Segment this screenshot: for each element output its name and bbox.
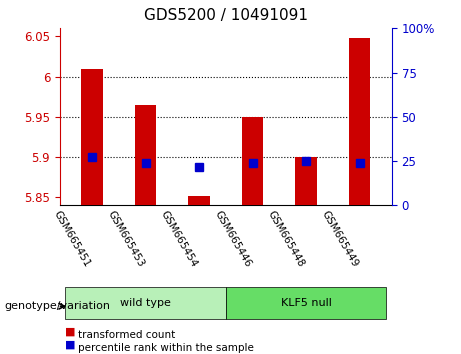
Text: GSM665454: GSM665454 — [159, 209, 199, 269]
Text: transformed count: transformed count — [78, 330, 176, 339]
Text: percentile rank within the sample: percentile rank within the sample — [78, 343, 254, 353]
Bar — [81, 69, 103, 205]
Text: wild type: wild type — [120, 298, 171, 308]
Title: GDS5200 / 10491091: GDS5200 / 10491091 — [144, 8, 308, 23]
Text: genotype/variation: genotype/variation — [5, 301, 111, 311]
Bar — [135, 105, 156, 205]
Text: ■: ■ — [65, 339, 75, 350]
Text: GSM665448: GSM665448 — [266, 209, 306, 269]
Bar — [189, 196, 210, 205]
Bar — [242, 117, 263, 205]
Bar — [296, 157, 317, 205]
Text: GSM665446: GSM665446 — [213, 209, 253, 269]
FancyBboxPatch shape — [226, 287, 386, 319]
Text: ■: ■ — [65, 326, 75, 337]
Bar — [349, 38, 371, 205]
FancyBboxPatch shape — [65, 287, 226, 319]
Text: GSM665453: GSM665453 — [105, 209, 146, 269]
Text: GSM665449: GSM665449 — [319, 209, 360, 269]
Text: GSM665451: GSM665451 — [52, 209, 92, 269]
Text: KLF5 null: KLF5 null — [281, 298, 331, 308]
